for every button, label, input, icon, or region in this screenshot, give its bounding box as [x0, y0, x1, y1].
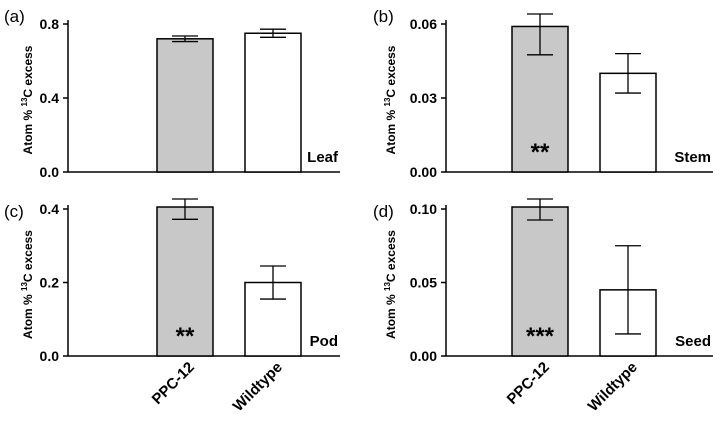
panel-2: (b) 0.00 0.03 0.06 Atom % 13C excess ** Stem: [373, 7, 713, 180]
panel-letter: (b): [373, 7, 394, 26]
y-tick-label: 0.05: [410, 275, 437, 291]
y-tick-label: 0.4: [40, 90, 60, 106]
y-tick-label: 0.10: [410, 201, 437, 217]
y-axis-label: Atom % 13C excess: [20, 230, 35, 339]
y-tick-label: 0.00: [410, 164, 437, 180]
y-axis-label: Atom % 13C excess: [383, 230, 398, 339]
y-tick-label: 0.2: [40, 275, 60, 291]
y-tick-label: 0.0: [40, 164, 60, 180]
panel-4: (d) 0.00 0.05 0.10 Atom % 13C excess *** Seed: [373, 198, 713, 364]
x-category-label: PPC-12: [149, 359, 198, 408]
significance-marker: ***: [526, 323, 555, 350]
bar-ppc-12: [156, 206, 214, 357]
y-tick-label: 0.03: [410, 90, 437, 106]
y-tick-label: 0.00: [410, 348, 437, 364]
bar-ppc-12: [511, 206, 569, 357]
organ-label: Pod: [310, 333, 338, 350]
panel-letter: (c): [4, 202, 24, 221]
bar-wildtype: [244, 32, 302, 173]
y-tick-label: 0.06: [410, 16, 437, 32]
significance-marker: **: [531, 139, 550, 166]
y-tick-label: 0.8: [40, 16, 60, 32]
organ-label: Leaf: [307, 149, 339, 166]
x-category-label: PPC-12: [504, 359, 553, 408]
panel-letter: (d): [373, 202, 394, 221]
significance-marker: **: [176, 323, 195, 350]
x-category-label: Wildtype: [230, 359, 286, 415]
panel-letter: (a): [4, 7, 25, 26]
organ-label: Seed: [675, 333, 711, 350]
bar-ppc-12: [156, 38, 214, 173]
y-axis-label: Atom % 13C excess: [383, 45, 398, 154]
organ-label: Stem: [674, 149, 711, 166]
bar-ppc-12: [511, 25, 569, 173]
y-tick-label: 0.4: [40, 201, 60, 217]
y-axis-label: Atom % 13C excess: [20, 45, 35, 154]
x-category-label: Wildtype: [585, 359, 641, 415]
panel-1: (a) 0.0 0.4 0.8 Atom % 13C excess Leaf: [4, 7, 340, 180]
y-tick-label: 0.0: [40, 348, 60, 364]
panel-3: (c) 0.0 0.2 0.4 Atom % 13C excess ** Pod: [4, 198, 340, 364]
